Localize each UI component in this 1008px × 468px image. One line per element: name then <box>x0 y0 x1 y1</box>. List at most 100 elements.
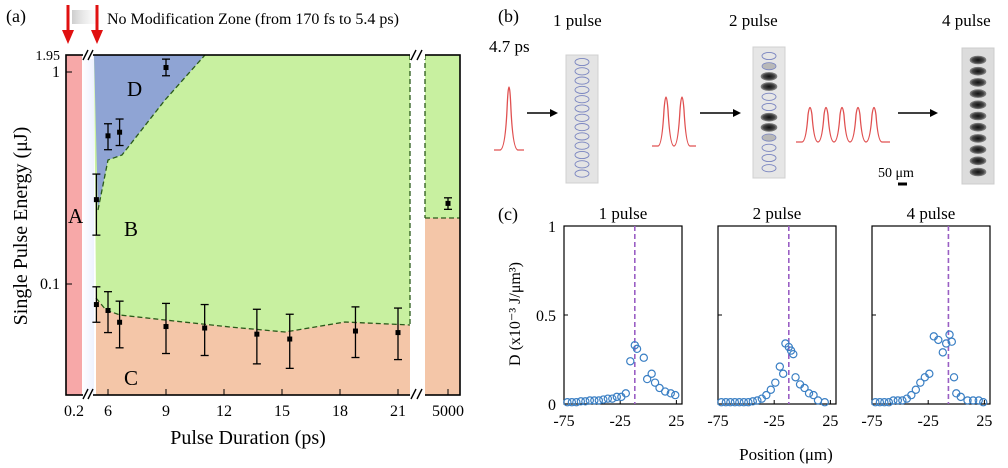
subplot-3: 4 pulse -75 -25 25 <box>861 204 992 430</box>
data-point <box>106 308 111 313</box>
pulse-duration-label: 4.7 ps <box>489 37 530 56</box>
data-point <box>754 397 761 404</box>
y-tick-label: 1 <box>548 219 556 236</box>
no-modification-gap <box>82 55 94 395</box>
panel-c: (c) D (x10⁻³ J/μm³) Position (μm) 1 puls… <box>498 204 992 464</box>
subplot-frame <box>718 226 836 404</box>
region-b-fill-right <box>425 55 460 218</box>
x-tick-label: 25 <box>822 413 838 430</box>
data-point <box>164 324 169 329</box>
no-modification-arrows <box>62 5 106 44</box>
data-point <box>950 374 957 381</box>
data-point <box>946 331 953 338</box>
data-point <box>885 399 892 406</box>
axis-break-gap-right <box>410 55 425 395</box>
panel-c-subplots: 1 pulse-75 -25 2500.512 pulse-75 -25 254 pul… <box>536 204 992 430</box>
x-tick-label: -25 <box>918 413 939 430</box>
scale-bar-label: 50 μm <box>878 166 914 181</box>
panel-c-label: (c) <box>498 204 518 225</box>
panel-a-xlabel: Pulse Duration (ps) <box>170 427 326 449</box>
x-tick-label-12: 12 <box>216 403 232 420</box>
data-point <box>980 399 987 406</box>
data-point <box>767 386 774 393</box>
panel-a-label: (a) <box>6 6 26 27</box>
pulse-trains <box>494 87 890 150</box>
data-point <box>939 349 946 356</box>
x-tick-label: -25 <box>610 413 631 430</box>
data-point <box>94 197 99 202</box>
data-point <box>164 65 169 70</box>
modification-mark-filled <box>970 157 986 165</box>
pulse-single <box>494 87 524 150</box>
data-point <box>776 363 783 370</box>
data-point <box>396 330 401 335</box>
y-tick-label: 0.5 <box>536 308 556 325</box>
subplot-title: 2 pulse <box>753 204 802 223</box>
data-point <box>805 390 812 397</box>
modification-mark-filled <box>970 101 986 109</box>
y-tick-label-1.95: 1.95 <box>36 49 61 64</box>
x-tick-label-18: 18 <box>332 403 348 420</box>
micrograph-1-pulse <box>566 55 598 183</box>
data-point <box>254 332 259 337</box>
panel-a-ylabel: Single Pulse Energy (μJ) <box>10 127 32 326</box>
data-point <box>609 395 616 402</box>
data-point <box>640 354 647 361</box>
data-point <box>780 370 787 377</box>
subplot-title: 1 pulse <box>599 204 648 223</box>
data-point <box>821 399 828 406</box>
modification-mark-filled <box>970 78 986 86</box>
modification-mark-grey <box>762 134 776 141</box>
modification-mark-filled <box>761 113 777 121</box>
data-point <box>814 397 821 404</box>
data-point <box>912 386 919 393</box>
x-tick-label-5000: 5000 <box>432 403 464 420</box>
data-point <box>117 320 122 325</box>
data-point <box>648 370 655 377</box>
panel-a-x-ticks: 0.2 6 9 12 15 18 21 5000 <box>64 403 464 420</box>
data-point <box>672 392 679 399</box>
modification-mark-filled <box>761 83 777 91</box>
x-tick-label: 25 <box>976 413 992 430</box>
no-modification-annotation: No Modification Zone (from 170 fs to 5.4… <box>107 11 399 28</box>
y-tick-label-0.1: 0.1 <box>40 276 60 293</box>
data-point <box>772 379 779 386</box>
pulse-title-4: 4 pulse <box>942 11 991 30</box>
data-point <box>792 374 799 381</box>
x-tick-label: -25 <box>764 413 785 430</box>
panel-c-xlabel: Position (μm) <box>739 445 833 464</box>
modification-mark-filled <box>761 123 777 131</box>
panel-b: (b) 1 pulse 2 pulse 4 pulse 4.7 ps 50 μm <box>489 6 994 184</box>
data-point <box>353 329 358 334</box>
region-label-b: B <box>124 217 138 241</box>
x-tick-label: -75 <box>861 413 882 430</box>
pulse-title-1: 1 pulse <box>553 11 602 30</box>
panel-c-ylabel: D (x10⁻³ J/μm³) <box>507 262 524 366</box>
panel-a: (a) A B C <box>6 5 464 449</box>
region-c-fill-right <box>425 218 460 395</box>
modification-mark-filled <box>970 123 986 131</box>
data-point <box>899 397 906 404</box>
subplot-frame <box>564 226 682 404</box>
x-tick-label-15: 15 <box>274 403 290 420</box>
data-point <box>117 130 122 135</box>
data-point <box>287 337 292 342</box>
modification-mark-filled <box>761 72 777 80</box>
pulse-title-2: 2 pulse <box>729 11 778 30</box>
pulse-quadruple <box>796 108 890 143</box>
subplot-title: 4 pulse <box>907 204 956 223</box>
data-point <box>94 302 99 307</box>
x-tick-label-6: 6 <box>104 403 112 420</box>
data-point <box>202 326 207 331</box>
data-point <box>106 133 111 138</box>
x-tick-label-0.2: 0.2 <box>64 403 84 420</box>
x-tick-label-9: 9 <box>162 403 170 420</box>
modification-mark-filled <box>970 56 986 64</box>
data-point <box>446 201 451 206</box>
x-tick-label: -75 <box>553 413 574 430</box>
x-tick-label-21: 21 <box>390 403 406 420</box>
region-label-c: C <box>124 366 138 390</box>
modification-mark-filled <box>970 146 986 154</box>
panel-b-label: (b) <box>498 6 519 27</box>
